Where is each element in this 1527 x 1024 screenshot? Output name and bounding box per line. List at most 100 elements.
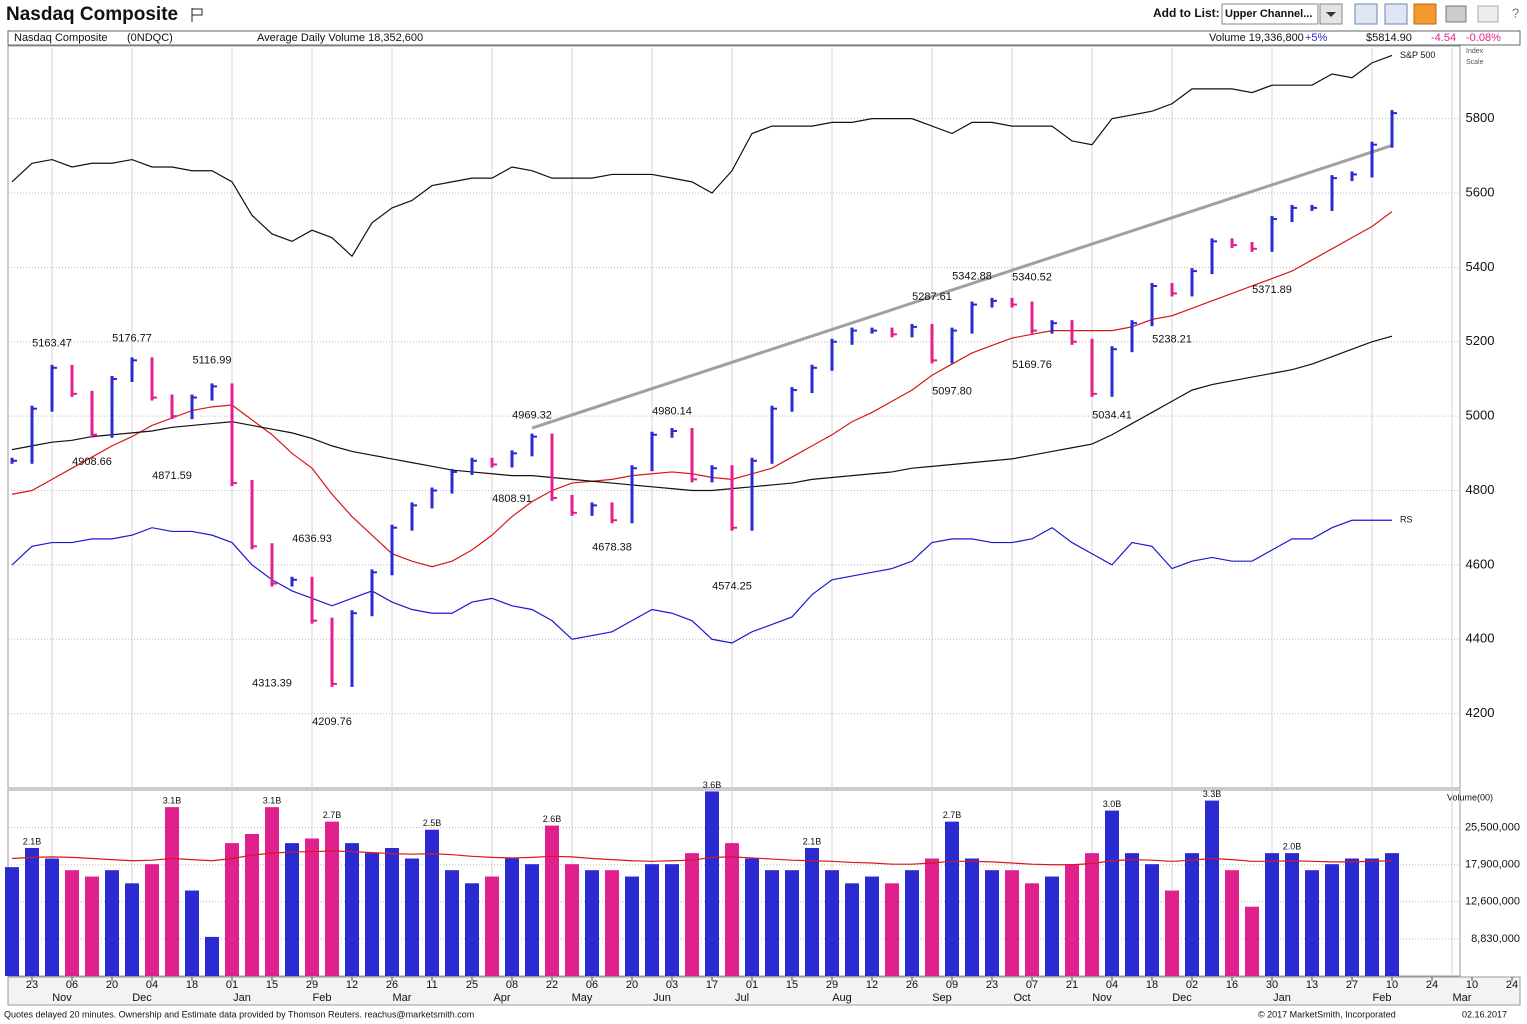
month-label: May (572, 992, 593, 1004)
x-tick-label: 13 (1306, 979, 1318, 991)
price-bar (1250, 242, 1254, 252)
x-tick-label: 22 (546, 979, 558, 991)
price-bar (290, 576, 294, 587)
price-bar (1290, 204, 1294, 223)
y-tick-label: 17,900,000 (1465, 859, 1520, 871)
y-tick-label: 4600 (1466, 556, 1495, 571)
volume-bar (1345, 858, 1359, 976)
price-bar (50, 364, 54, 412)
x-tick-label: 16 (1226, 979, 1238, 991)
volume-bar (1005, 870, 1019, 976)
price-bar (1130, 320, 1134, 353)
volume-bar (65, 870, 79, 976)
price-bar (790, 387, 794, 412)
x-tick-label: 15 (786, 979, 798, 991)
chart-icon[interactable] (1354, 3, 1378, 25)
trendline (531, 144, 1393, 430)
price-bar (130, 357, 134, 382)
volume-label: 2.5B (423, 818, 442, 828)
x-tick-label: 17 (706, 979, 718, 991)
volume-bar (45, 858, 59, 976)
x-tick-label: 12 (866, 979, 878, 991)
print-icon[interactable] (1445, 5, 1467, 23)
price-annotation: 4313.39 (252, 677, 292, 689)
price-bar (330, 617, 334, 687)
price-bar (170, 394, 174, 420)
price-bar (950, 327, 954, 364)
y-tick-label: 8,830,000 (1471, 933, 1520, 945)
flag-icon[interactable] (191, 8, 203, 22)
price-annotation: 4908.66 (72, 456, 112, 468)
volume-bar (265, 807, 279, 976)
price-bar (1150, 282, 1154, 327)
price-annotation: 4636.93 (292, 533, 332, 545)
price-bar (1070, 320, 1074, 345)
x-tick-label: 12 (346, 979, 358, 991)
price-annotation: 5163.47 (32, 337, 72, 349)
volume-bar (1225, 870, 1239, 976)
list-choice[interactable]: Upper Channel... (1225, 8, 1312, 20)
price-line (11, 519, 1392, 644)
volume-label: 2.7B (943, 810, 962, 820)
info-change-pct: -0.08% (1466, 32, 1501, 44)
x-tick-label: 26 (386, 979, 398, 991)
volume-bar (1105, 810, 1119, 976)
price-annotation: 5169.76 (1012, 359, 1052, 371)
volume-average (11, 850, 1393, 866)
tools-icon[interactable] (1477, 5, 1499, 23)
volume-axis-title: Volume(00) (1447, 792, 1493, 802)
x-tick-label: 24 (1426, 979, 1438, 991)
volume-bar (625, 876, 639, 976)
price-bar (710, 465, 714, 483)
price-bar (1030, 301, 1034, 334)
month-label: Jun (653, 992, 671, 1004)
price-bar (310, 576, 314, 624)
info-price: $5814.90 (1366, 32, 1412, 44)
price-bar (850, 327, 854, 345)
list-dropdown[interactable] (1221, 3, 1319, 25)
price-line (11, 335, 1393, 492)
volume-bar (705, 791, 719, 976)
price-bar (370, 569, 374, 617)
price-bar (30, 405, 34, 464)
volume-bar (465, 883, 479, 976)
volume-bar (925, 858, 939, 976)
price-bar (670, 428, 674, 438)
volume-bar (405, 858, 419, 976)
price-annotation: 5097.80 (932, 386, 972, 398)
page-title: Nasdaq Composite (6, 4, 178, 25)
price-bar (410, 502, 414, 531)
y-tick-label: 4800 (1466, 482, 1495, 497)
price-bar (110, 375, 114, 438)
info-name: Nasdaq Composite (14, 32, 108, 44)
price-bar (1010, 297, 1014, 308)
y-tick-label: 5600 (1466, 184, 1495, 199)
volume-label: 3.0B (1103, 799, 1122, 809)
x-tick-label: 29 (826, 979, 838, 991)
price-bar (770, 405, 774, 464)
index-scale: Index (1466, 48, 1484, 55)
layout-icon[interactable] (1384, 3, 1408, 25)
volume-label: 3.1B (163, 796, 182, 806)
info-change: -4.54 (1431, 32, 1456, 44)
x-tick-label: 29 (306, 979, 318, 991)
price-annotation: 4871.59 (152, 470, 192, 482)
price-bar (1090, 338, 1094, 397)
share-icon[interactable] (1413, 3, 1437, 25)
price-annotation: 5176.77 (112, 332, 152, 344)
volume-bar (1025, 883, 1039, 976)
volume-label: 2.1B (803, 836, 822, 846)
volume-bar (565, 864, 579, 976)
price-bar (470, 457, 474, 475)
price-bar (350, 610, 354, 687)
price-annotation: 5371.89 (1252, 284, 1292, 296)
info-bar (7, 30, 1521, 46)
month-label: Mar (393, 992, 412, 1004)
volume-bar (585, 870, 599, 976)
x-tick-label: 09 (946, 979, 958, 991)
add-to-list-label: Add to List: (1153, 6, 1220, 20)
x-tick-label: 01 (746, 979, 758, 991)
help-icon[interactable]: ? (1512, 5, 1519, 20)
date-axis (7, 976, 1521, 1006)
y-tick-label: 25,500,000 (1465, 822, 1520, 834)
